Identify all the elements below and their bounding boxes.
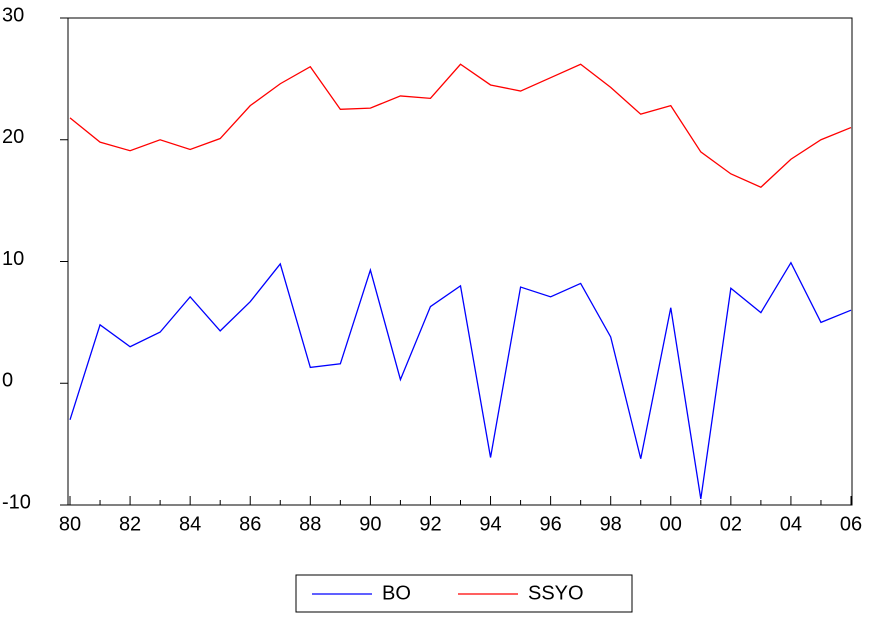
x-tick-label: 80 — [59, 513, 81, 535]
y-tick-label: 10 — [2, 248, 24, 270]
x-tick-label: 06 — [840, 513, 862, 535]
series-line — [69, 63, 852, 189]
x-tick-label: 88 — [299, 513, 321, 535]
y-tick-label: 0 — [2, 370, 13, 392]
x-tick-label: 96 — [539, 513, 561, 535]
legend-label: BO — [382, 582, 411, 604]
y-tick-label: -10 — [2, 491, 31, 513]
x-tick-label: 90 — [359, 513, 381, 535]
legend-label: SSYO — [528, 582, 584, 604]
series-line — [69, 261, 852, 500]
x-tick-label: 02 — [720, 513, 742, 535]
x-tick-label: 04 — [780, 513, 802, 535]
x-tick-label: 94 — [479, 513, 501, 535]
y-tick-label: 20 — [2, 126, 24, 148]
x-tick-label: 98 — [600, 513, 622, 535]
legend-box — [295, 574, 633, 613]
x-tick-label: 00 — [660, 513, 682, 535]
x-tick-label: 86 — [239, 513, 261, 535]
y-tick-label: 30 — [2, 4, 24, 26]
x-tick-label: 82 — [119, 513, 141, 535]
x-tick-label: 84 — [179, 513, 201, 535]
x-tick-label: 92 — [419, 513, 441, 535]
plot-frame — [67, 17, 853, 506]
